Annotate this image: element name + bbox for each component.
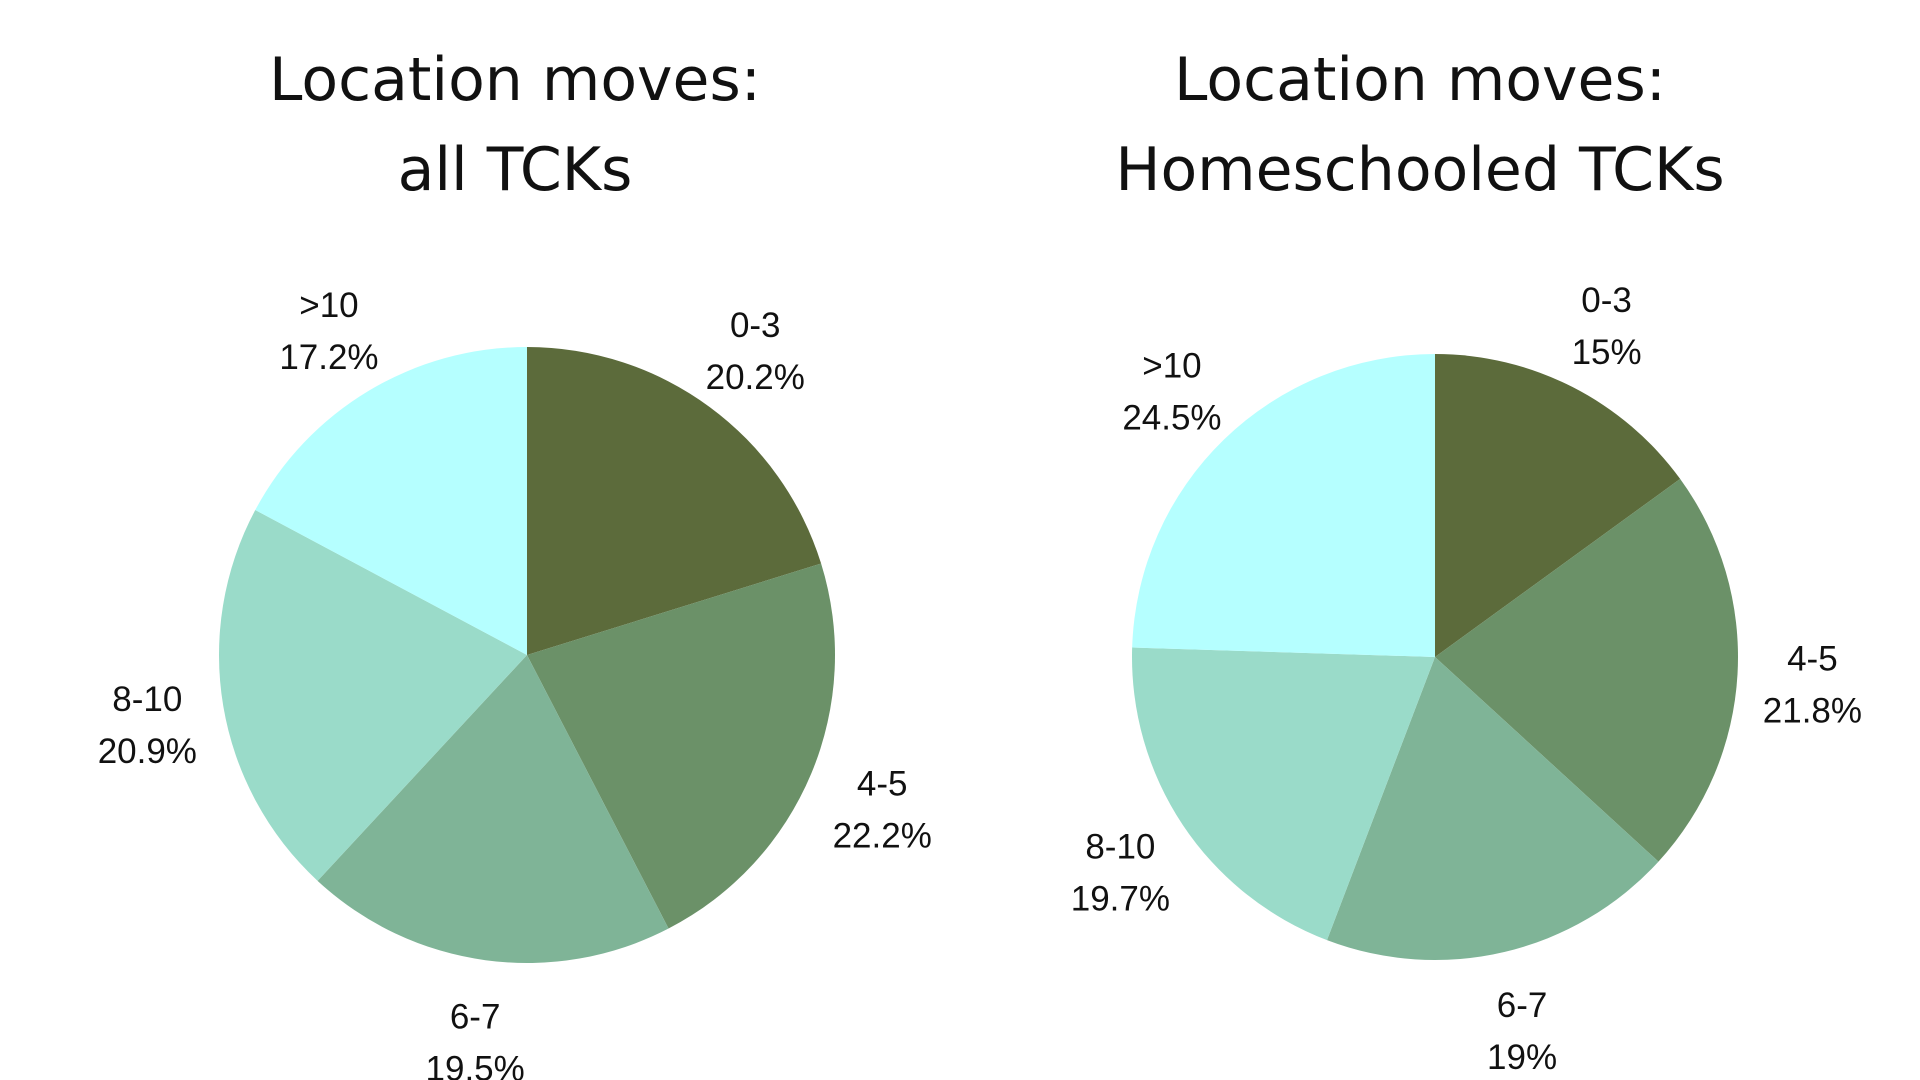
slice-category-label: >10 — [299, 286, 358, 325]
chart-title-line: Location moves: — [1174, 45, 1666, 115]
pie-slice — [255, 347, 527, 655]
chart-title-line: Location moves: — [269, 45, 761, 115]
pie-chart-2: Location moves: Homeschooled TCKs 0-3 15% 4-… — [1071, 45, 1862, 1077]
slice-category-label: >10 — [1142, 347, 1201, 386]
pie-slice — [527, 347, 822, 655]
slice-category-label: 8-10 — [112, 680, 182, 719]
slice-category-label: 6-7 — [450, 997, 501, 1036]
slice-category-label: 4-5 — [1787, 639, 1838, 678]
slice-percent-label: 24.5% — [1122, 399, 1221, 438]
slice-percent-label: 17.2% — [279, 338, 378, 377]
slice-percent-label: 19.5% — [426, 1049, 525, 1080]
slice-category-label: 8-10 — [1085, 828, 1155, 867]
pie-slice — [527, 563, 835, 929]
pie-slice — [1435, 354, 1681, 657]
slice-percent-label: 20.2% — [706, 358, 805, 397]
slice-percent-label: 22.2% — [833, 816, 932, 855]
slice-category-label: 6-7 — [1497, 986, 1548, 1025]
pie-slice — [1435, 478, 1738, 862]
pie-chart-1: Location moves: all TCKs 0-3 20.2% 4-5 22.2% 6… — [98, 45, 932, 1080]
chart-title-line: Homeschooled TCKs — [1115, 135, 1724, 205]
slice-category-label: 0-3 — [730, 306, 781, 345]
pie-slice — [317, 655, 669, 963]
slice-percent-label: 15% — [1572, 333, 1642, 372]
slice-percent-label: 19.7% — [1071, 880, 1170, 919]
chart-title-line: all TCKs — [398, 135, 633, 205]
slice-category-label: 4-5 — [857, 764, 908, 803]
pie-slice — [1132, 354, 1435, 657]
slice-category-label: 0-3 — [1581, 281, 1632, 320]
slice-percent-label: 20.9% — [98, 732, 197, 771]
pie-slice — [1327, 657, 1659, 961]
slice-percent-label: 19% — [1487, 1038, 1557, 1077]
slice-percent-label: 21.8% — [1763, 691, 1862, 730]
pie-slice — [218, 510, 527, 881]
pie-slice — [1132, 647, 1435, 941]
